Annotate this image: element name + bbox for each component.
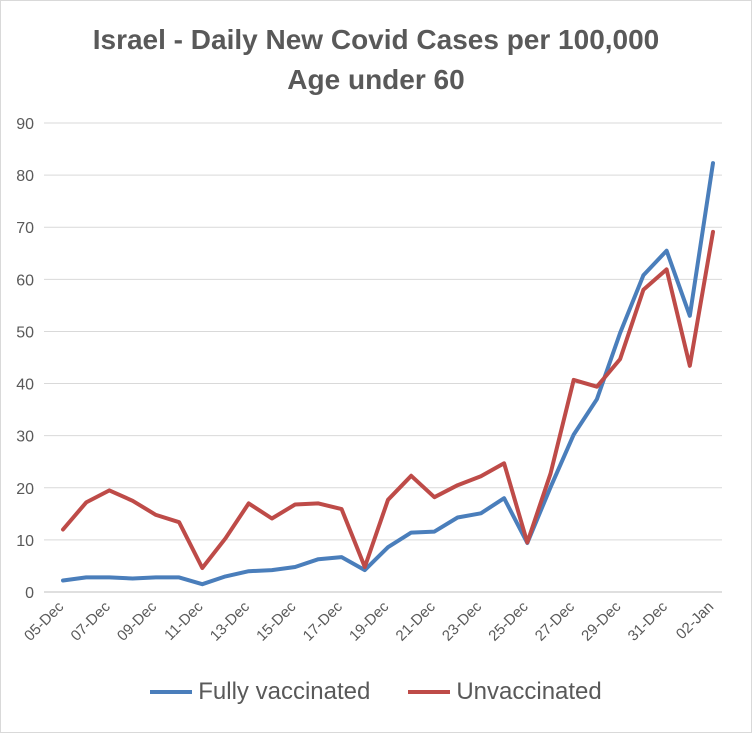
x-tick-label-29-dec: 29-Dec <box>578 598 625 645</box>
x-tick-label-02-jan: 02-Jan <box>673 598 717 642</box>
x-tick-label-07-dec: 07-Dec <box>68 598 115 645</box>
x-tick-label-27-dec: 27-Dec <box>532 598 579 645</box>
y-tick-label-10: 10 <box>16 533 34 550</box>
y-tick-label-90: 90 <box>16 116 34 133</box>
x-tick-label-25-dec: 25-Dec <box>485 598 532 645</box>
y-tick-label-20: 20 <box>16 481 34 498</box>
x-tick-label-19-dec: 19-Dec <box>346 598 393 645</box>
y-tick-label-60: 60 <box>16 272 34 289</box>
y-tick-label-40: 40 <box>16 377 34 394</box>
y-tick-label-70: 70 <box>16 220 34 237</box>
x-tick-label-11-dec: 11-Dec <box>161 598 207 644</box>
y-tick-label-50: 50 <box>16 324 34 341</box>
x-tick-label-23-dec: 23-Dec <box>439 598 486 645</box>
legend-swatch-fully-vaccinated <box>150 690 193 694</box>
x-tick-label-13-dec: 13-Dec <box>207 598 254 645</box>
series-line-unvaccinated <box>61 229 715 570</box>
legend-label-fully-vaccinated: Fully vaccinated <box>198 678 371 705</box>
y-tick-label-0: 0 <box>25 585 34 602</box>
legend-label-unvaccinated: Unvaccinated <box>456 678 602 705</box>
y-tick-label-80: 80 <box>16 168 34 185</box>
x-tick-label-05-dec: 05-Dec <box>21 598 68 645</box>
chart-subtitle: Age under 60 <box>287 64 465 95</box>
chart-title: Israel - Daily New Covid Cases per 100,0… <box>92 24 660 55</box>
chart-legend: Fully vaccinated Unvaccinated <box>0 678 752 706</box>
series-line-fully-vaccinated <box>61 161 715 587</box>
x-tick-label-31-dec: 31-Dec <box>625 598 672 645</box>
x-tick-label-09-dec: 09-Dec <box>114 598 161 645</box>
chart-title-block: Israel - Daily New Covid Cases per 100,0… <box>0 20 752 100</box>
legend-swatch-unvaccinated <box>408 690 451 694</box>
legend-item-unvaccinated: Unvaccinated <box>408 678 602 706</box>
x-tick-label-15-dec: 15-Dec <box>253 598 300 645</box>
legend-item-fully-vaccinated: Fully vaccinated <box>150 678 370 706</box>
x-tick-label-17-dec: 17-Dec <box>300 598 347 645</box>
x-tick-label-21-dec: 21-Dec <box>393 598 440 645</box>
y-tick-label-30: 30 <box>16 429 34 446</box>
